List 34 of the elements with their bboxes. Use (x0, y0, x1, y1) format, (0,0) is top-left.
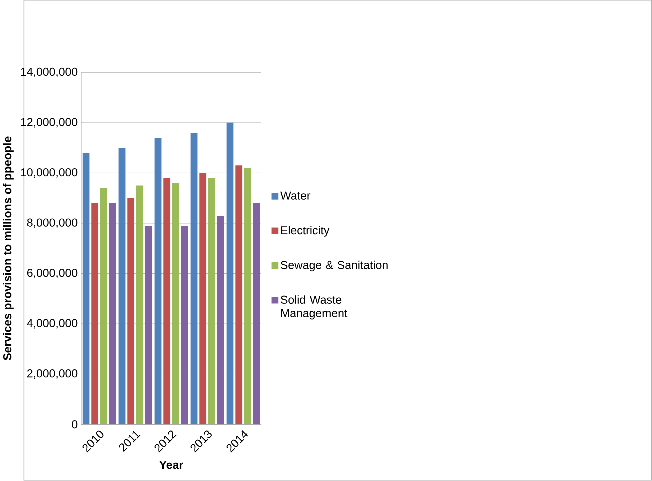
bar (82, 153, 90, 425)
bar (128, 198, 135, 425)
y-tick-label: 10,000,000 (21, 168, 78, 178)
y-tick-label: 14,000,000 (21, 68, 78, 78)
bar (226, 123, 234, 425)
y-tick-label: 8,000,000 (27, 218, 78, 228)
legend-label: Sewage & Sanitation (281, 260, 388, 272)
bar (217, 216, 224, 425)
y-tick-label: 2,000,000 (27, 370, 78, 380)
bar (145, 226, 152, 425)
bar (109, 203, 116, 425)
bar (164, 178, 171, 425)
bar (92, 203, 99, 425)
bar (172, 183, 180, 425)
bar (118, 148, 126, 425)
y-tick-label: 4,000,000 (27, 319, 78, 329)
bar (100, 188, 108, 425)
bar (190, 133, 198, 425)
y-axis-title: Services provision to millions of ppeople (3, 136, 14, 361)
y-tick-label: 6,000,000 (27, 269, 78, 279)
bar (253, 203, 260, 425)
y-tick-label: 12,000,000 (21, 118, 78, 128)
legend-label: Water (280, 192, 311, 200)
bar (181, 226, 188, 425)
legend-label: Electricity (281, 226, 330, 237)
bar (236, 166, 243, 425)
bar (208, 178, 216, 425)
bar (154, 138, 162, 425)
bar (200, 173, 207, 425)
x-axis-title: Year (160, 461, 184, 470)
bar (244, 168, 252, 425)
bar (136, 186, 144, 425)
legend-label: Solid Waste Management (281, 296, 348, 320)
y-tick-label: 0 (72, 420, 78, 429)
